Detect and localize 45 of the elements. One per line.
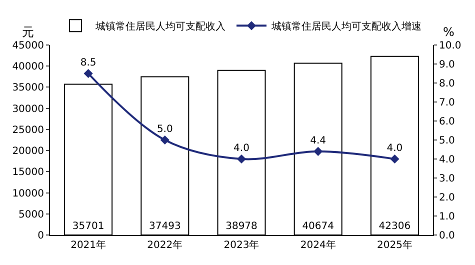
x-tick-label: 2022年 bbox=[147, 239, 183, 251]
data-label: 4.0 bbox=[386, 143, 403, 154]
y-tick-label: 30000 bbox=[12, 104, 44, 115]
data-label: 38978 bbox=[226, 221, 258, 232]
y2-tick-label: 4.0 bbox=[439, 154, 455, 166]
data-label: 40674 bbox=[302, 221, 334, 232]
point bbox=[236, 154, 246, 164]
point bbox=[390, 154, 400, 164]
y2-tick-label: 1.0 bbox=[439, 212, 455, 222]
y-tick-label: 20000 bbox=[12, 146, 44, 158]
x-tick-label: 2021年 bbox=[70, 239, 106, 251]
y2-tick-label: 9.0 bbox=[439, 60, 455, 70]
y2-tick-label: 8.0 bbox=[439, 78, 455, 90]
x-tick-label: 2024年 bbox=[300, 239, 336, 251]
y-tick-label: 45000 bbox=[12, 40, 44, 52]
y-tick-label: 0 bbox=[38, 230, 44, 242]
point bbox=[314, 146, 323, 156]
y2-tick-label: 10.0 bbox=[439, 40, 462, 52]
point bbox=[160, 135, 170, 145]
point bbox=[84, 68, 93, 78]
legend-label: 城镇常住居民人均可支配收入增速 bbox=[270, 20, 422, 33]
legend-label: 城镇常住居民人均可支配收入 bbox=[94, 20, 226, 33]
y-tick-label: 40000 bbox=[12, 62, 44, 73]
data-label: 42306 bbox=[378, 221, 411, 232]
data-label: 8.5 bbox=[80, 58, 96, 69]
x-tick-label: 2025年 bbox=[376, 239, 412, 251]
y2-tick-label: 2.0 bbox=[439, 192, 455, 204]
x-tick-label: 2023年 bbox=[224, 239, 260, 251]
data-label: 35701 bbox=[72, 221, 104, 232]
y-tick-label: 5000 bbox=[18, 209, 44, 220]
y-tick-label: 25000 bbox=[12, 124, 44, 136]
data-label: 37493 bbox=[148, 221, 181, 232]
y2-tick-label: 0.0 bbox=[439, 230, 455, 242]
data-label: 4.4 bbox=[310, 136, 326, 147]
y2-tick-label: 3.0 bbox=[439, 174, 455, 184]
y2-tick-label: 5.0 bbox=[439, 136, 455, 146]
y-tick-label: 35000 bbox=[12, 82, 44, 94]
y2-tick-label: 6.0 bbox=[439, 116, 455, 128]
y-tick-label: 10000 bbox=[12, 188, 44, 200]
y2-tick-label: 7.0 bbox=[439, 98, 455, 108]
data-label: 4.0 bbox=[234, 143, 250, 154]
y-tick-label: 15000 bbox=[12, 167, 44, 178]
y-axis-title: 元 bbox=[22, 25, 34, 39]
y2-axis-title: % bbox=[443, 25, 454, 39]
data-label: 5.0 bbox=[156, 124, 173, 136]
